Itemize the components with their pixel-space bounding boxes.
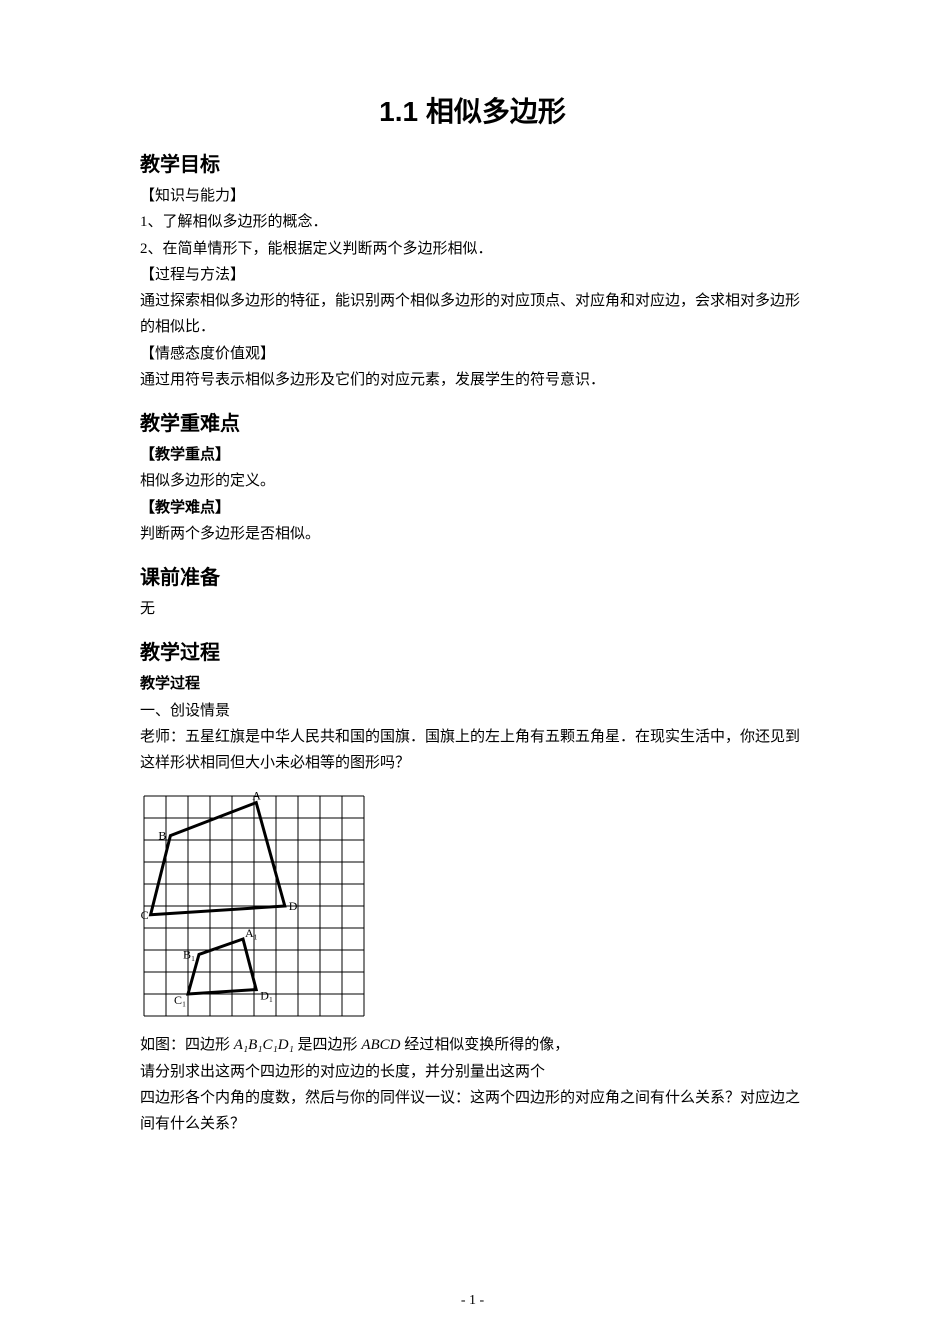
goal-bracket-2: 【过程与方法】 [140,262,805,288]
section-heading-proc: 教学过程 [140,636,805,665]
goal-p4: 通过用符号表示相似多边形及它们的对应元素，发展学生的符号意识． [140,367,805,393]
proc-p1: 一、创设情景 [140,698,805,724]
page-number: - 1 - [0,1293,945,1309]
grid-figure: A B C D A₁ B₁ C₁ D₁ [140,792,805,1020]
key-bracket-2: 【教学难点】 [140,495,805,521]
proc-sub: 教学过程 [140,671,805,697]
svg-text:B₁: B₁ [183,948,195,962]
section-heading-prep: 课前准备 [140,561,805,590]
svg-text:C: C [141,908,149,922]
goal-p2: 2、在简单情形下，能根据定义判断两个多边形相似． [140,236,805,262]
svg-text:B: B [158,829,166,843]
proc-p2: 老师：五星红旗是中华人民共和国的国旗．国旗上的左上角有五颗五角星．在现实生活中，… [140,724,805,777]
goal-p1: 1、了解相似多边形的概念． [140,209,805,235]
after-poly1: ABCD [361,1037,400,1053]
page-container: 1.1 相似多边形 教学目标 【知识与能力】 1、了解相似多边形的概念． 2、在… [0,0,945,1337]
quadrilateral-diagram: A B C D A₁ B₁ C₁ D₁ [140,792,368,1020]
svg-text:C₁: C₁ [174,993,186,1007]
goal-bracket-3: 【情感态度价值观】 [140,341,805,367]
section-heading-key: 教学重难点 [140,407,805,436]
after-poly2: A₁B₁C₁D₁ [234,1037,294,1053]
svg-text:A: A [252,792,261,803]
key-p2: 判断两个多边形是否相似。 [140,521,805,547]
svg-text:D₁: D₁ [260,989,273,1003]
goal-p3: 通过探索相似多边形的特征，能识别两个相似多边形的对应顶点、对应角和对应边，会求相… [140,288,805,341]
doc-title: 1.1 相似多边形 [140,90,805,130]
proc-after-2: 请分别求出这两个四边形的对应边的长度，并分别量出这两个 [140,1059,805,1085]
key-bracket-1: 【教学重点】 [140,442,805,468]
key-p1: 相似多边形的定义。 [140,468,805,494]
after-prefix: 如图：四边形 [140,1037,234,1053]
goal-bracket-1: 【知识与能力】 [140,183,805,209]
section-heading-goal: 教学目标 [140,148,805,177]
proc-after-1: 如图：四边形 A₁B₁C₁D₁ 是四边形 ABCD 经过相似变换所得的像， [140,1032,805,1058]
prep-p1: 无 [140,596,805,622]
after-mid1: 是四边形 [294,1037,362,1053]
svg-text:D: D [289,899,298,913]
svg-text:A₁: A₁ [245,926,258,940]
proc-after-3: 四边形各个内角的度数，然后与你的同伴议一议：这两个四边形的对应角之间有什么关系？… [140,1085,805,1138]
after-mid2: 经过相似变换所得的像， [400,1037,569,1053]
